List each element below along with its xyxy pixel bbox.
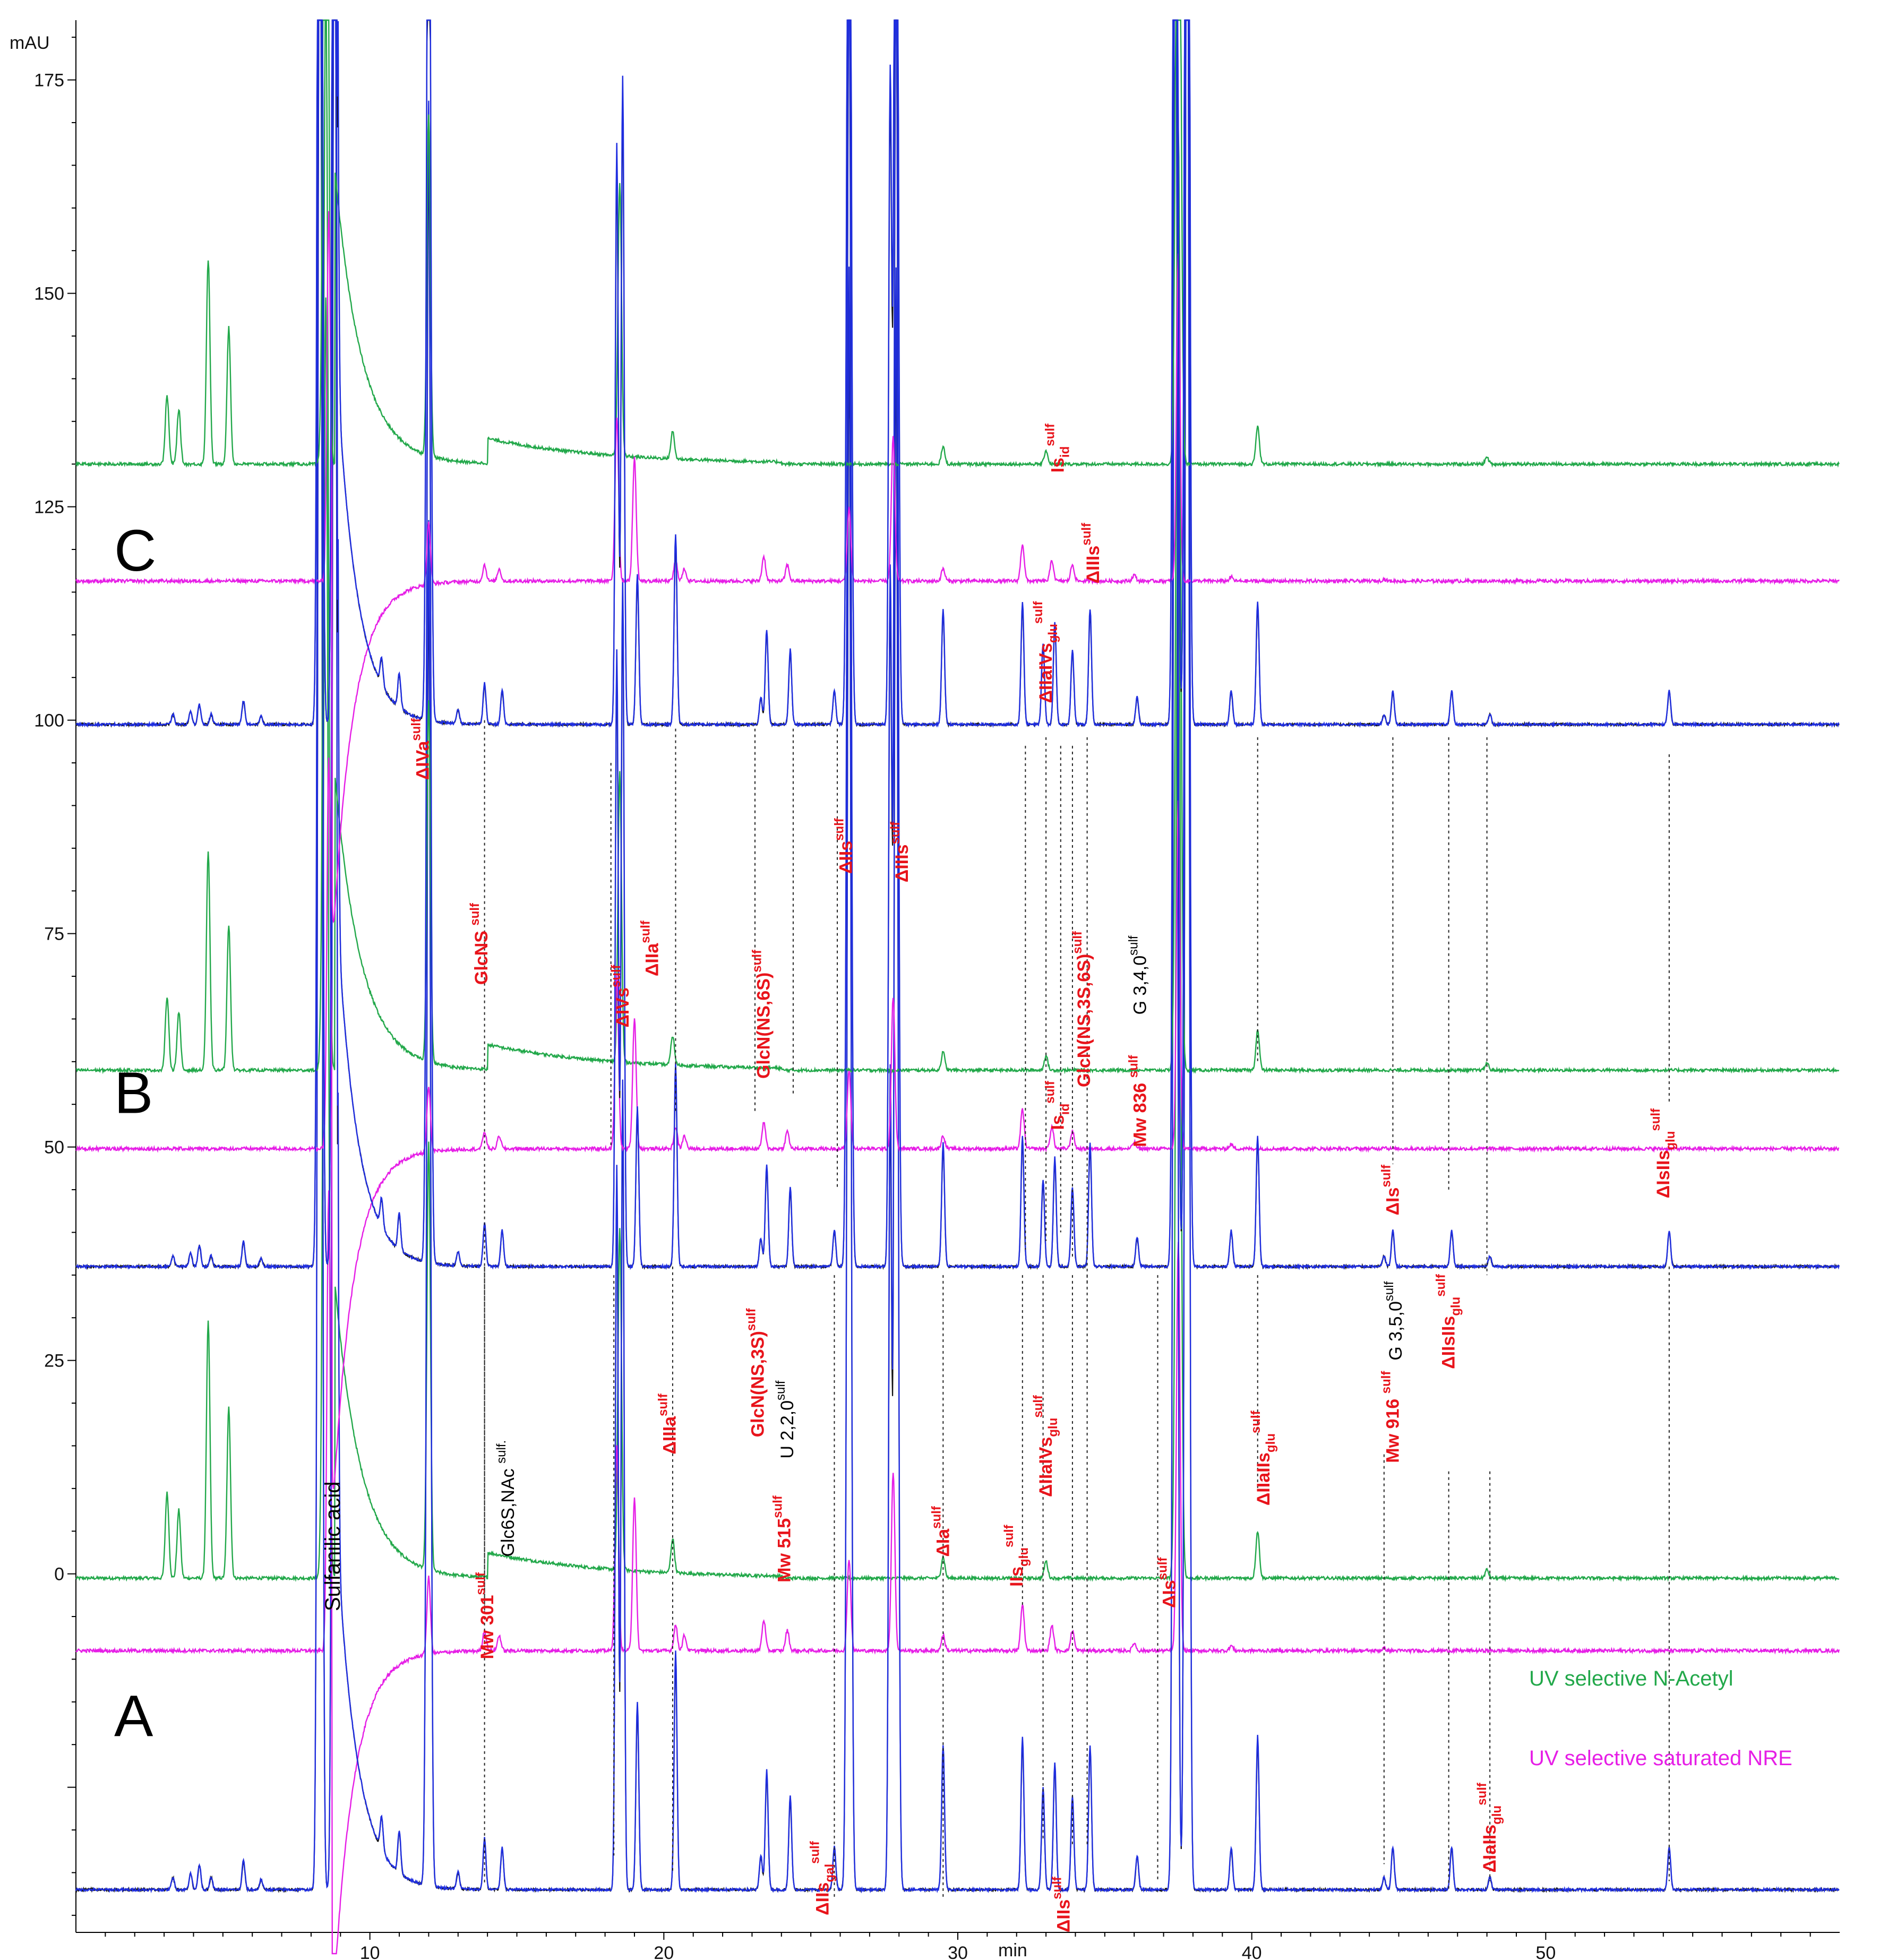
peak-label: GlcN(NS,3S)sulf bbox=[744, 1308, 768, 1437]
peak-label: ΔIsIIsglusulf bbox=[1649, 1108, 1678, 1198]
trace-blue-B bbox=[75, 19, 1840, 1270]
x-tick-label: 20 bbox=[654, 1943, 674, 1960]
trace-green-B bbox=[75, 19, 1840, 1074]
trace-blue-A bbox=[75, 19, 1840, 1894]
peak-label: Isidsulf bbox=[1043, 1080, 1072, 1130]
peak-label: ΔIIIasulf bbox=[656, 1393, 680, 1454]
peak-label: G 3,5,0sulf bbox=[1382, 1281, 1406, 1360]
y-tick-label: 100 bbox=[34, 711, 64, 731]
trace-black-B bbox=[75, 19, 1840, 1270]
peak-label: ΔIIasulf bbox=[638, 920, 662, 976]
y-tick-label: 150 bbox=[34, 284, 64, 304]
peak-label: Mw 916 sulf bbox=[1379, 1371, 1403, 1463]
x-tick-label: 10 bbox=[360, 1943, 380, 1960]
peak-label: ΔIIaIIsglusulf bbox=[1249, 1410, 1278, 1506]
peak-label: ΔIIaIVsglusulf bbox=[1031, 1395, 1060, 1497]
peak-label: Mw 515sulf bbox=[770, 1495, 794, 1583]
trace-magenta-C bbox=[75, 211, 1840, 924]
peak-label: ΔIssulf bbox=[1379, 1164, 1403, 1215]
peak-label: GlcN(NS,3S,6S)sulf bbox=[1070, 931, 1094, 1087]
peak-label: ΔIssulf bbox=[1156, 1557, 1180, 1607]
axes: 0 25 50 75 100 125 150 175 10 20 30 40 50 bbox=[34, 20, 1840, 1960]
y-tick-label: 125 bbox=[34, 497, 64, 518]
x-tick-label: 50 bbox=[1535, 1943, 1556, 1960]
x-axis-title: min bbox=[998, 1940, 1027, 1960]
y-tick-label: 25 bbox=[44, 1351, 64, 1371]
traces bbox=[75, 19, 1840, 1955]
peak-label: ΔIIIssulf bbox=[888, 821, 912, 882]
peak-label: ΔIIaIVsglusulf bbox=[1031, 600, 1060, 703]
y-tick-label: 75 bbox=[44, 924, 64, 944]
guide-lines bbox=[484, 720, 1670, 1898]
peak-label: Mw 836 sulf bbox=[1126, 1055, 1150, 1147]
peak-label: ΔIVasulf bbox=[409, 718, 433, 780]
trace-magenta-A bbox=[75, 1190, 1840, 1955]
peak-label: ΔIaIIsglusulf bbox=[1475, 1782, 1504, 1872]
peak-label: Isidsulf bbox=[1043, 423, 1072, 472]
x-tick-label: 30 bbox=[948, 1943, 968, 1960]
peak-label: GlcN(NS,6S)sulf bbox=[750, 949, 774, 1079]
peak-label: Mw 301sulf bbox=[474, 1572, 497, 1660]
y-tick-label: 50 bbox=[44, 1138, 64, 1158]
panel-labels: A B C bbox=[114, 518, 156, 1749]
peak-label: ΔIIsgalsulf bbox=[808, 1841, 837, 1915]
trace-magenta-B bbox=[75, 758, 1840, 1489]
panel-label-C: C bbox=[114, 518, 156, 583]
panel-label-B: B bbox=[114, 1060, 153, 1125]
x-tick-label: 40 bbox=[1242, 1943, 1262, 1960]
peak-label: G 3,4,0sulf bbox=[1126, 935, 1150, 1015]
peak-annotations: ΔIVasulf GlcNS sulf ΔIVssulf ΔIIasulf GlcN(N… bbox=[409, 423, 1678, 1932]
panel-label-A: A bbox=[114, 1683, 153, 1749]
peak-label: Glc6S,NAc sulf. bbox=[494, 1440, 518, 1557]
peak-label: ΔIIssulf bbox=[1050, 1876, 1074, 1932]
trace-blue-C bbox=[75, 19, 1840, 728]
peak-label: IIsglusulf bbox=[1002, 1524, 1031, 1586]
peak-label: ΔIasulf bbox=[929, 1506, 953, 1557]
y-axis-title: mAU bbox=[10, 33, 50, 53]
peak-label: GlcNS sulf bbox=[468, 902, 492, 985]
legend-green-label: UV selective N-Acetyl bbox=[1529, 1667, 1733, 1690]
peak-label: ΔIIIssulf bbox=[1079, 522, 1103, 583]
sulfanilic-acid-label: Sulfanilic acid bbox=[321, 1481, 345, 1611]
trace-green-A bbox=[75, 297, 1840, 1583]
trace-green-C bbox=[75, 19, 1840, 468]
peak-label: ΔIIsIIsglusulf bbox=[1434, 1274, 1463, 1369]
y-tick-label: 0 bbox=[54, 1564, 64, 1585]
peak-label: ΔIVssulf bbox=[609, 964, 633, 1027]
peak-label: ΔIIssulf bbox=[833, 818, 856, 874]
legend-magenta-label: UV selective saturated NRE bbox=[1529, 1747, 1792, 1770]
peak-label: U 2,2,0sulf bbox=[774, 1380, 797, 1458]
y-tick-label: 175 bbox=[34, 71, 64, 91]
